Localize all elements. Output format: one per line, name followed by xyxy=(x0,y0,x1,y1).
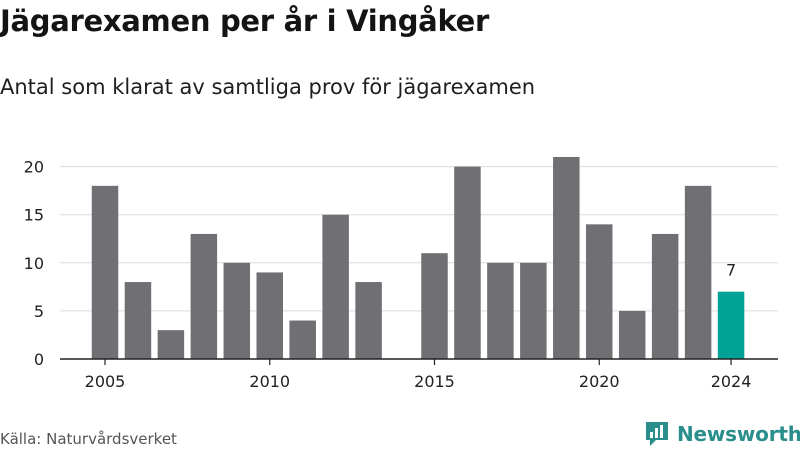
chart-logo-icon xyxy=(646,422,668,446)
source-note: Källa: Naturvårdsverket xyxy=(0,430,177,448)
bar xyxy=(223,262,251,359)
x-tick-label: 2010 xyxy=(249,372,290,391)
brand-logo: Newsworthy xyxy=(644,420,800,448)
bar xyxy=(618,310,646,359)
bar xyxy=(355,282,382,359)
bar xyxy=(454,166,481,359)
bar xyxy=(717,291,745,359)
x-tick-label: 2024 xyxy=(711,372,752,391)
y-tick-label: 5 xyxy=(34,302,44,321)
brand-name: Newsworthy xyxy=(677,422,800,446)
chart-subtitle: Antal som klarat av samtliga prov för jä… xyxy=(0,75,536,99)
bar xyxy=(157,330,185,359)
bar xyxy=(190,233,218,359)
y-tick-label: 0 xyxy=(34,350,44,369)
data-label: 7 xyxy=(726,261,736,280)
x-tick-label: 2020 xyxy=(579,372,620,391)
bar xyxy=(520,262,547,359)
bar xyxy=(553,156,580,359)
y-tick-label: 10 xyxy=(24,254,44,273)
chart-title: Jägarexamen per år i Vingåker xyxy=(0,4,490,38)
y-tick-label: 15 xyxy=(24,206,44,225)
y-tick-label: 20 xyxy=(24,158,44,177)
bar xyxy=(651,233,679,359)
bar xyxy=(289,320,316,359)
bar xyxy=(586,224,613,359)
bar xyxy=(421,253,448,359)
bar xyxy=(322,214,349,359)
x-tick-label: 2015 xyxy=(414,372,455,391)
bar xyxy=(124,282,152,359)
bar xyxy=(91,185,119,359)
bar xyxy=(256,272,283,359)
x-tick-label: 2005 xyxy=(85,372,126,391)
bar xyxy=(487,262,514,359)
bar xyxy=(684,185,712,359)
